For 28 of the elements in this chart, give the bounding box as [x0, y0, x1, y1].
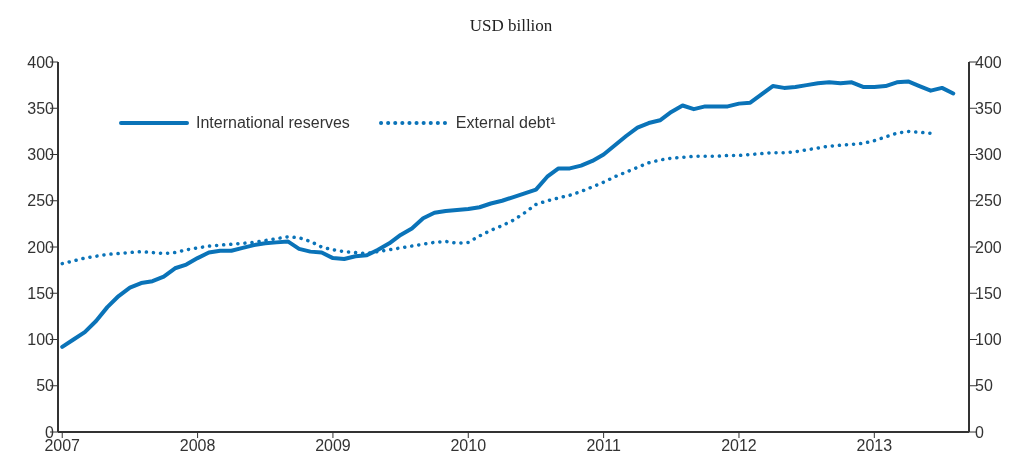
x-tick-label: 2007 — [44, 437, 81, 455]
y2-tick-label: 50 — [975, 377, 993, 395]
y-tick-label: 200 — [27, 238, 55, 256]
y2-tick-label: 300 — [975, 146, 1002, 164]
x-tick-label: 2009 — [315, 437, 351, 455]
x-tick-label: 2012 — [721, 437, 757, 455]
line-series — [60, 79, 956, 349]
x-tick-label: 2013 — [856, 437, 893, 455]
y-tick-label: 100 — [27, 331, 55, 349]
y-tick-label: 150 — [27, 284, 55, 302]
y2-tick-label: 250 — [975, 192, 1002, 210]
x-tick-label: 2008 — [179, 437, 216, 455]
x-tick-label: 2011 — [586, 437, 621, 455]
y-tick-label: 350 — [27, 99, 55, 117]
y-tick-label: 300 — [27, 146, 55, 164]
y2-tick-label: 350 — [975, 99, 1002, 117]
y2-tick-label: 400 — [975, 53, 1002, 71]
x-tick-label: 2010 — [450, 437, 487, 455]
legend-label: International reserves — [196, 114, 350, 132]
y-tick-label: 250 — [27, 192, 55, 210]
legend-label: External debt¹ — [455, 114, 556, 132]
y2-tick-label: 200 — [975, 238, 1002, 256]
y2-tick-label: 100 — [975, 331, 1002, 349]
y-tick-label: 50 — [36, 377, 55, 395]
y2-tick-label: 0 — [975, 423, 984, 441]
chart-subtitle: USD billion — [468, 16, 554, 36]
y-tick-label: 400 — [27, 53, 55, 71]
y2-tick-label: 150 — [975, 284, 1002, 302]
